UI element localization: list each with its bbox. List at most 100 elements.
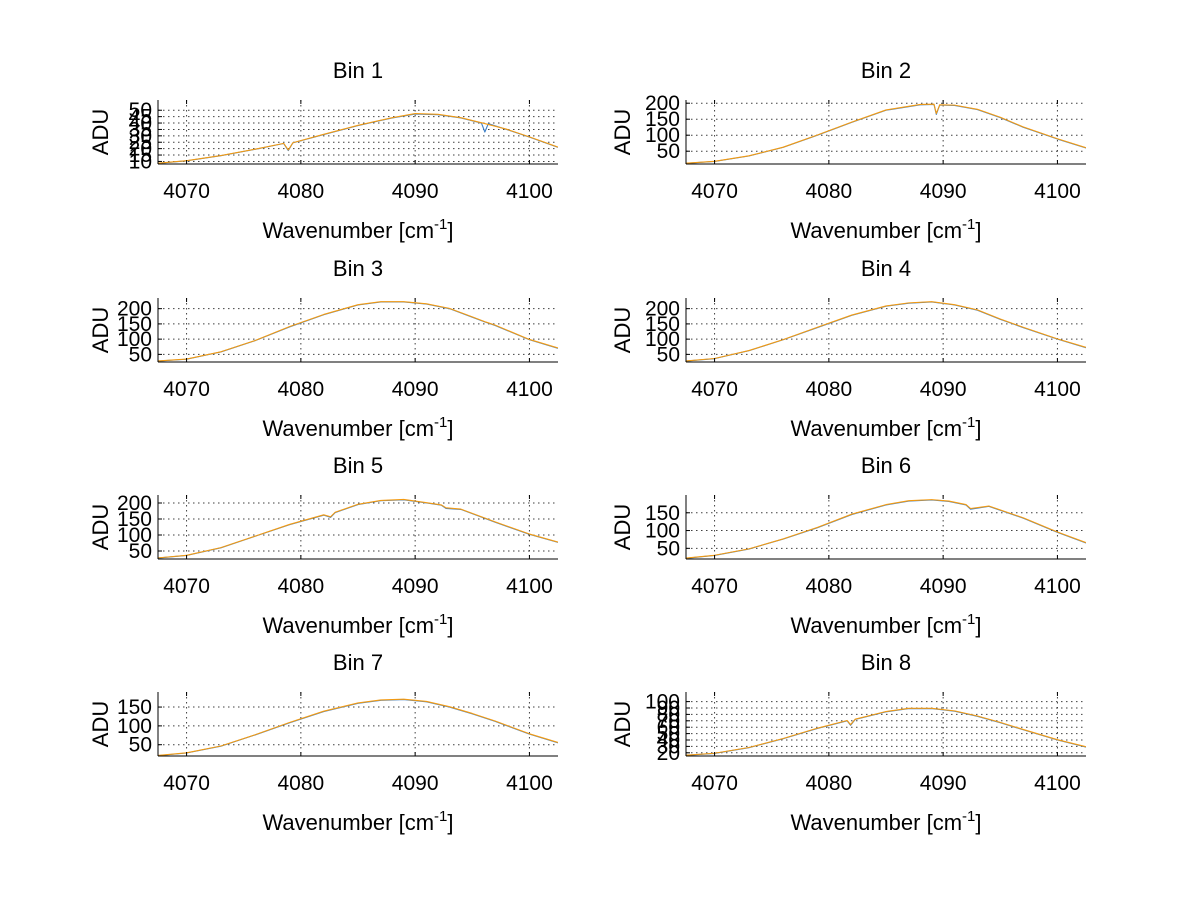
- y-tick-label: 200: [117, 298, 152, 321]
- x-axis-label: Wavenumber [cm-1]: [790, 611, 981, 638]
- x-axis-label-main: Wavenumber [cm: [262, 218, 434, 243]
- x-axis-label-main: Wavenumber [cm: [790, 416, 962, 441]
- y-tick-label: 30: [657, 735, 680, 758]
- y-tick-label: 25: [129, 131, 152, 154]
- y-axis-label: ADU: [88, 109, 113, 155]
- y-tick-label: 40: [129, 112, 152, 135]
- series-line-2: [686, 103, 1086, 164]
- y-tick-label: 200: [645, 92, 680, 115]
- x-axis-label-superscript: -1: [434, 611, 447, 628]
- x-tick-label: 4070: [691, 378, 738, 401]
- x-axis-label-superscript: -1: [434, 808, 447, 825]
- x-axis-label-main: Wavenumber [cm: [790, 810, 962, 835]
- subplot-title: Bin 8: [861, 650, 911, 675]
- y-tick-label: 150: [645, 313, 680, 336]
- series-line-2: [158, 113, 558, 164]
- x-tick-label: 4100: [506, 378, 553, 401]
- y-tick-label: 35: [129, 118, 152, 141]
- series-line-2: [686, 707, 1086, 756]
- x-tick-label: 4100: [1034, 378, 1081, 401]
- subplot-title: Bin 3: [333, 256, 383, 281]
- y-tick-label: 100: [645, 520, 680, 543]
- x-tick-label: 4100: [506, 180, 553, 203]
- x-axis-label: Wavenumber [cm-1]: [790, 808, 981, 835]
- y-tick-label: 90: [657, 697, 680, 720]
- y-tick-label: 200: [645, 298, 680, 321]
- y-axis-label: ADU: [610, 504, 635, 550]
- x-axis-label-superscript: -1: [434, 216, 447, 233]
- y-tick-label: 50: [129, 99, 152, 122]
- y-tick-label: 150: [117, 313, 152, 336]
- subplot-title: Bin 2: [861, 58, 911, 83]
- subplot-title: Bin 5: [333, 453, 383, 478]
- y-tick-label: 30: [129, 125, 152, 148]
- x-tick-label: 4100: [1034, 575, 1081, 598]
- y-tick-label: 100: [645, 328, 680, 351]
- x-axis-label-end: ]: [447, 416, 453, 441]
- x-axis-label-main: Wavenumber [cm: [790, 218, 962, 243]
- x-tick-label: 4100: [506, 575, 553, 598]
- x-axis-label-end: ]: [447, 218, 453, 243]
- x-tick-label: 4080: [805, 772, 852, 795]
- y-axis-label: ADU: [88, 701, 113, 747]
- x-tick-label: 4080: [805, 378, 852, 401]
- x-axis-label-end: ]: [447, 810, 453, 835]
- y-axis-label: ADU: [88, 504, 113, 550]
- y-axis-label: ADU: [610, 109, 635, 155]
- x-axis-label-end: ]: [975, 810, 981, 835]
- y-tick-label: 50: [129, 540, 152, 563]
- y-tick-label: 100: [117, 328, 152, 351]
- series-line-2: [686, 301, 1086, 362]
- x-tick-label: 4100: [1034, 180, 1081, 203]
- y-tick-label: 40: [657, 729, 680, 752]
- y-tick-label: 150: [645, 108, 680, 131]
- y-tick-label: 100: [117, 715, 152, 738]
- y-tick-label: 100: [645, 691, 680, 714]
- x-tick-label: 4070: [163, 180, 210, 203]
- x-axis-label-superscript: -1: [962, 808, 975, 825]
- x-tick-label: 4080: [805, 180, 852, 203]
- x-axis-label: Wavenumber [cm-1]: [790, 414, 981, 441]
- y-tick-label: 100: [117, 524, 152, 547]
- x-axis-label-superscript: -1: [962, 611, 975, 628]
- x-axis-label: Wavenumber [cm-1]: [262, 611, 453, 638]
- x-axis-label: Wavenumber [cm-1]: [262, 808, 453, 835]
- x-tick-label: 4090: [920, 378, 967, 401]
- x-tick-label: 4070: [691, 772, 738, 795]
- x-tick-label: 4080: [277, 575, 324, 598]
- y-tick-label: 50: [657, 343, 680, 366]
- x-tick-label: 4090: [920, 772, 967, 795]
- y-tick-label: 10: [129, 150, 152, 173]
- series-line-2: [158, 301, 558, 362]
- x-tick-label: 4080: [277, 772, 324, 795]
- subplot-title: Bin 4: [861, 256, 911, 281]
- y-tick-label: 20: [129, 138, 152, 161]
- x-axis-label-end: ]: [975, 416, 981, 441]
- x-tick-label: 4090: [920, 180, 967, 203]
- y-tick-label: 50: [129, 734, 152, 757]
- subplot-title: Bin 1: [333, 58, 383, 83]
- y-tick-label: 15: [129, 144, 152, 167]
- y-tick-label: 50: [657, 140, 680, 163]
- y-axis-label: ADU: [610, 701, 635, 747]
- y-axis-label: ADU: [610, 307, 635, 353]
- x-tick-label: 4090: [392, 180, 439, 203]
- x-axis-label: Wavenumber [cm-1]: [262, 414, 453, 441]
- x-axis-label: Wavenumber [cm-1]: [262, 216, 453, 243]
- y-tick-label: 150: [117, 508, 152, 531]
- y-tick-label: 150: [645, 502, 680, 525]
- y-tick-label: 45: [129, 106, 152, 129]
- x-tick-label: 4100: [1034, 772, 1081, 795]
- x-tick-label: 4100: [506, 772, 553, 795]
- x-axis-label-superscript: -1: [962, 414, 975, 431]
- series-line-2: [686, 499, 1086, 559]
- x-axis-label-superscript: -1: [434, 414, 447, 431]
